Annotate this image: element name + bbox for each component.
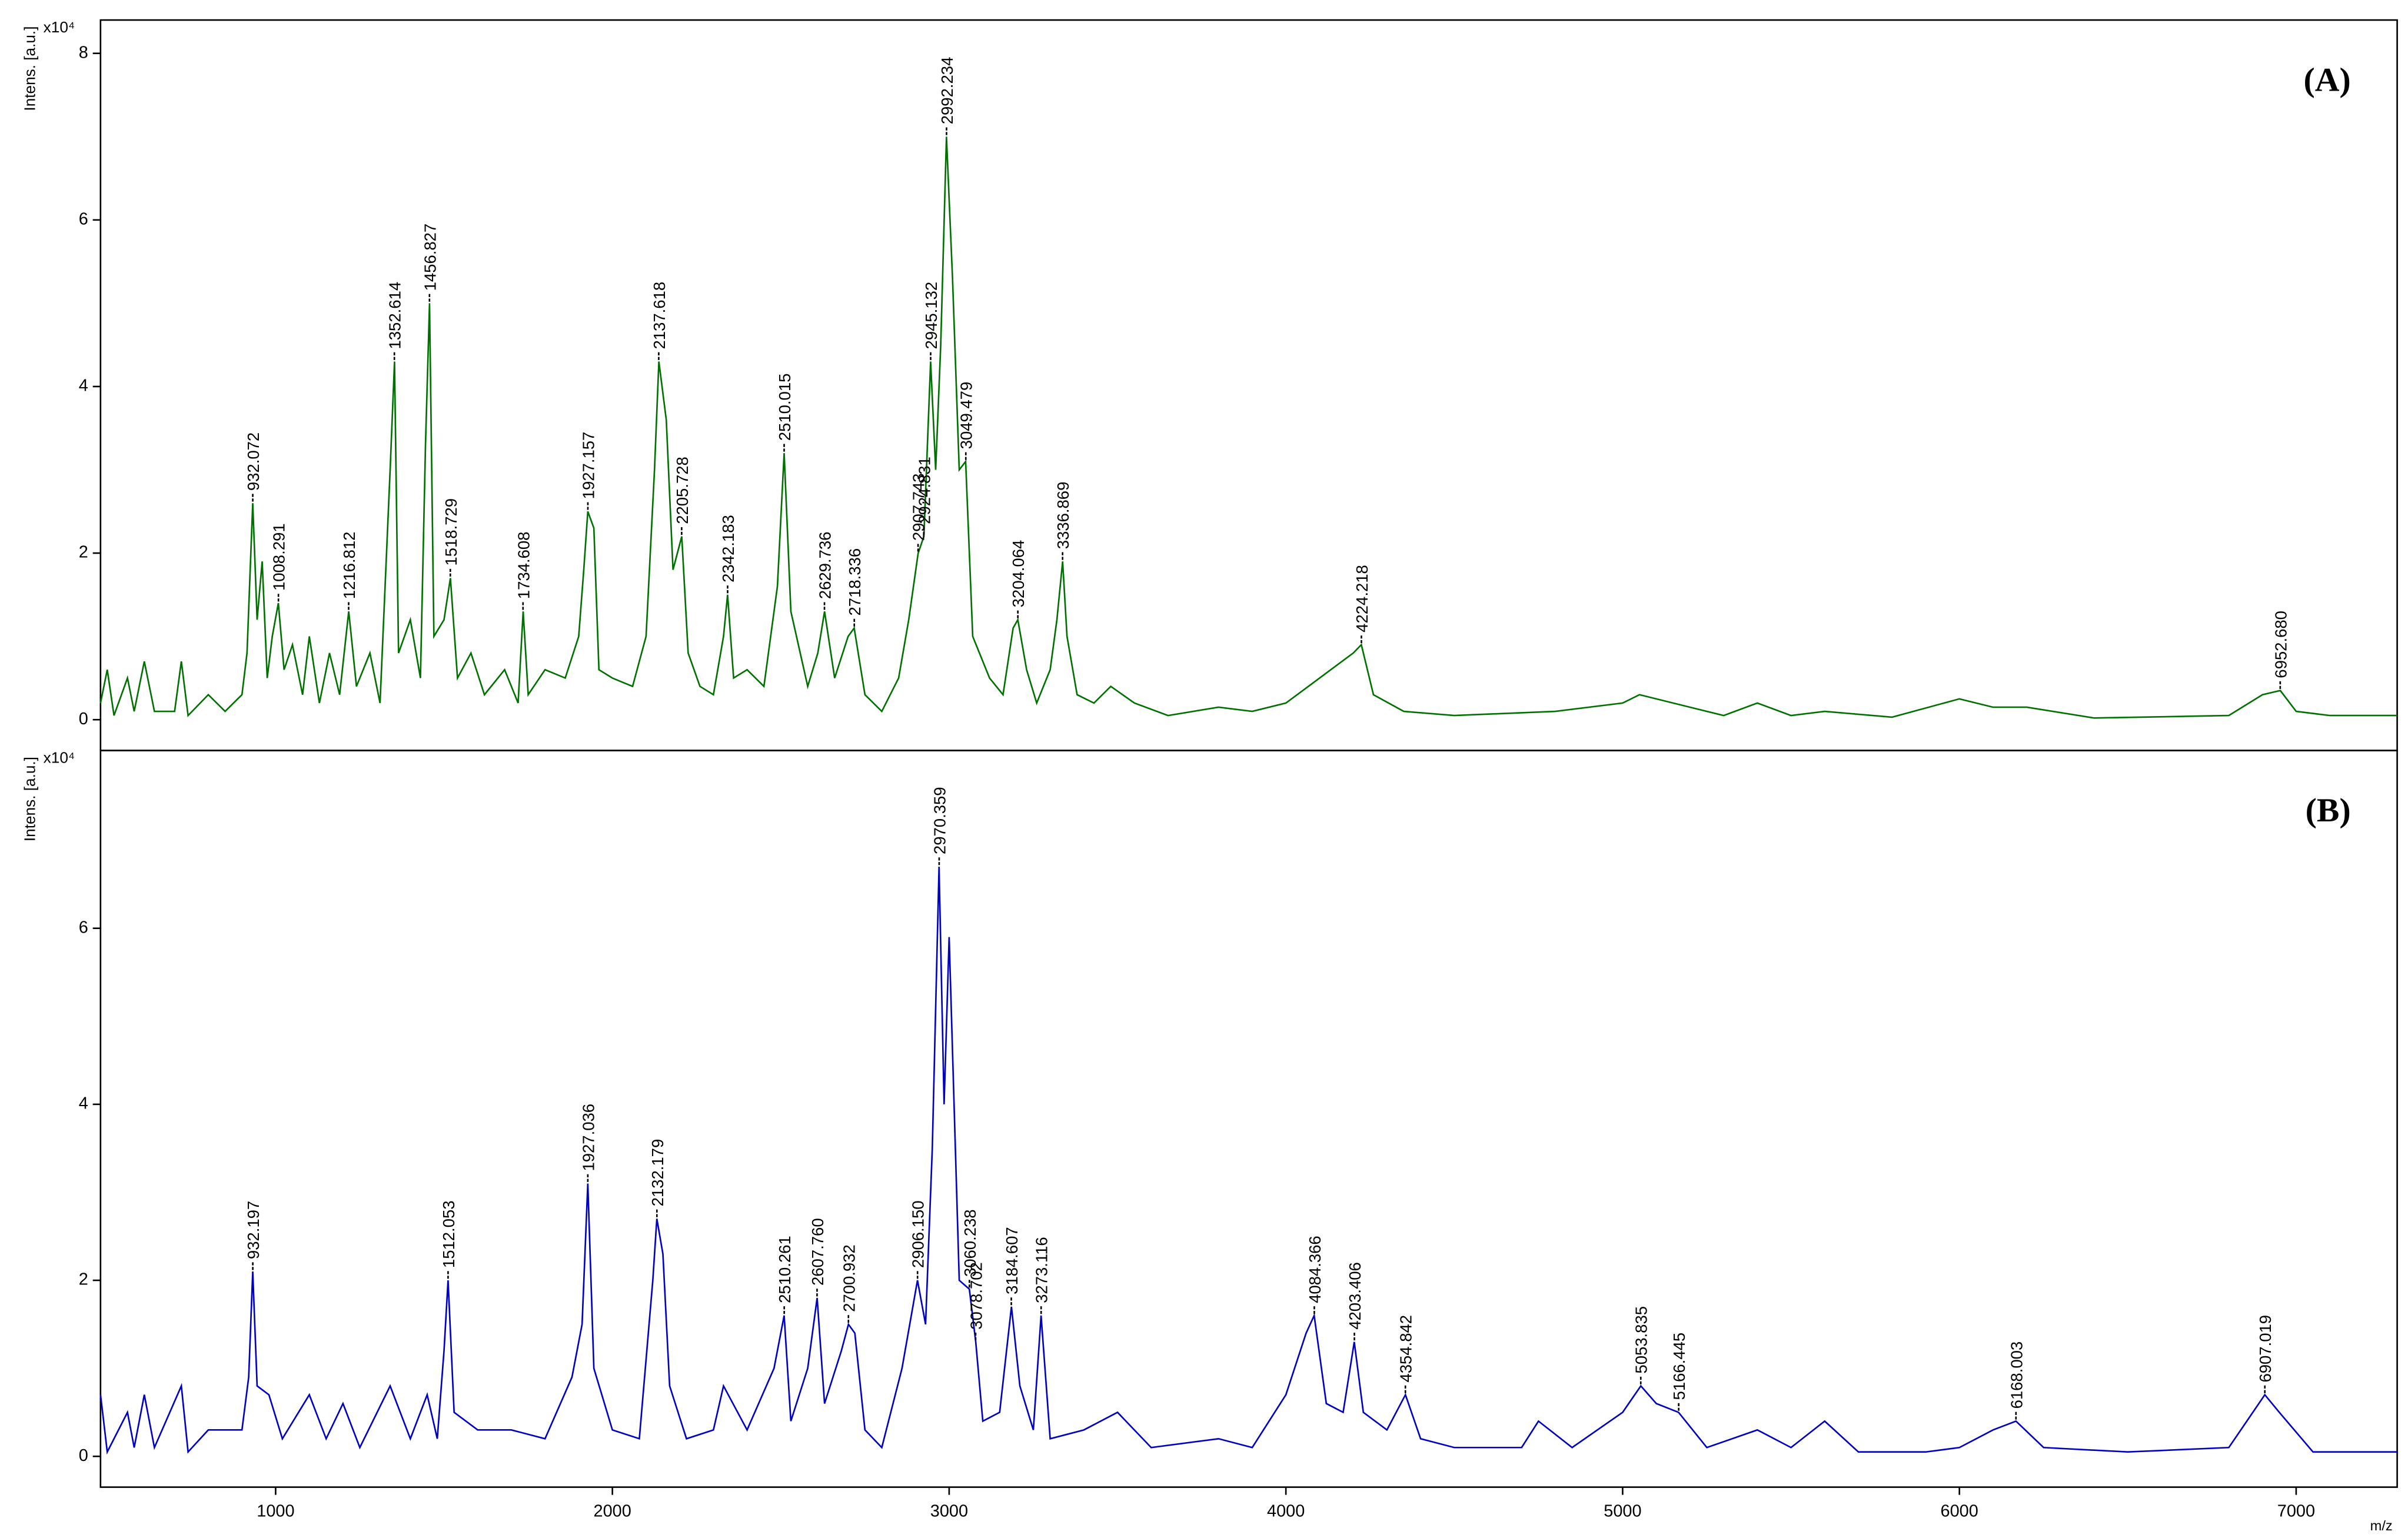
- x-tick-label: 4000: [1267, 1502, 1305, 1520]
- peak-label: 932.197: [244, 1201, 262, 1259]
- peak-label: 6168.003: [2007, 1341, 2025, 1409]
- peak-label: 2907.743: [910, 473, 928, 541]
- peak-label: 2510.015: [776, 374, 794, 441]
- peak-label: 3060.238: [961, 1209, 979, 1277]
- peak-label: 1008.291: [270, 523, 288, 591]
- y-tick-label: 0: [79, 1446, 88, 1465]
- y-tick-label: 4: [79, 1094, 88, 1113]
- peak-label: 932.072: [244, 432, 262, 491]
- peak-label: 1927.036: [579, 1104, 597, 1171]
- peak-label: 2132.179: [648, 1139, 667, 1207]
- y-tick-label: 2: [79, 543, 88, 562]
- y-tick-label: 2: [79, 1270, 88, 1289]
- peak-label: 2342.183: [719, 515, 737, 582]
- peak-label: 2607.760: [809, 1218, 827, 1286]
- panel-label: (A): [2303, 62, 2350, 99]
- peak-label: 2992.234: [938, 57, 956, 125]
- peak-label: 2205.728: [673, 457, 691, 524]
- peak-label: 5166.445: [1670, 1333, 1688, 1400]
- peak-label: 1734.608: [514, 532, 533, 600]
- peak-label: 3049.479: [957, 382, 976, 450]
- x-tick-label: 3000: [930, 1502, 968, 1520]
- y-tick-label: 6: [79, 918, 88, 937]
- y-tick-label: 6: [79, 209, 88, 228]
- peak-label: 2718.336: [846, 548, 864, 616]
- peak-label: 4354.842: [1397, 1315, 1415, 1383]
- y-axis-label: Intens. [a.u.]: [21, 757, 38, 841]
- peak-label: 2945.132: [922, 282, 940, 349]
- peak-label: 3336.869: [1054, 482, 1072, 550]
- peak-label: 2629.736: [816, 532, 834, 600]
- peak-label: 2906.150: [909, 1200, 927, 1268]
- peak-label: 5053.835: [1632, 1306, 1651, 1374]
- peak-label: 1518.729: [442, 498, 460, 566]
- x-tick-label: 6000: [1941, 1502, 1978, 1520]
- y-axis-label: Intens. [a.u.]: [21, 26, 38, 111]
- peak-label: 1512.053: [440, 1200, 458, 1268]
- peak-label: 4203.406: [1346, 1262, 1364, 1330]
- peak-label: 4084.366: [1306, 1236, 1324, 1303]
- peak-label: 1216.812: [340, 532, 358, 600]
- peak-label: 2700.932: [840, 1244, 858, 1312]
- y-tick-label: 4: [79, 377, 88, 395]
- spectrum-line: [99, 866, 2397, 1455]
- peak-label: 1352.614: [386, 282, 404, 349]
- peak-label: 3078.702: [967, 1262, 985, 1330]
- x-tick-label: 7000: [2277, 1502, 2315, 1520]
- peak-label: 2137.618: [650, 282, 668, 349]
- y-tick-label: 8: [79, 43, 88, 62]
- peak-label: 3184.607: [1003, 1227, 1021, 1294]
- panel-label: (B): [2306, 792, 2351, 829]
- y-tick-label: 0: [79, 710, 88, 728]
- peak-label: 6907.019: [2256, 1315, 2274, 1383]
- spectrum-line: [99, 137, 2397, 719]
- peak-label: 2510.261: [776, 1236, 794, 1303]
- peak-label: 1927.157: [579, 432, 597, 500]
- x-axis-label: m/z: [2370, 1519, 2393, 1534]
- peak-label: 2970.359: [930, 787, 949, 854]
- x-tick-label: 1000: [257, 1502, 294, 1520]
- peak-label: 4224.218: [1353, 565, 1371, 632]
- y-unit: x10⁴: [44, 749, 75, 767]
- plot-frame: [99, 19, 2398, 751]
- x-tick-label: 2000: [593, 1502, 631, 1520]
- y-unit: x10⁴: [44, 18, 75, 36]
- peak-label: 3273.116: [1033, 1237, 1051, 1303]
- peak-label: 6952.680: [2271, 611, 2290, 678]
- x-tick-label: 5000: [1604, 1502, 1641, 1520]
- peak-label: 3204.064: [1009, 540, 1027, 608]
- peak-label: 2924.831: [915, 457, 933, 524]
- plot-frame: [99, 750, 2398, 1488]
- peak-label: 1456.827: [421, 224, 439, 291]
